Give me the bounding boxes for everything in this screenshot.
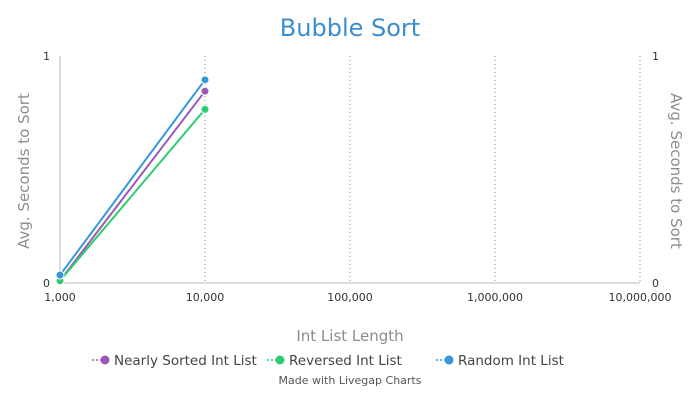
data-point[interactable]: [200, 86, 210, 96]
x-tick-label: 1,000,000: [467, 291, 523, 304]
legend-label: Random Int List: [458, 353, 564, 369]
y-tick-labels: 0 0 1 1: [43, 50, 659, 290]
legend-label: Reversed Int List: [289, 353, 402, 369]
legend-item[interactable]: Nearly Sorted Int List: [92, 353, 257, 369]
legend-label: Nearly Sorted Int List: [114, 353, 257, 369]
x-tick-label: 100,000: [327, 291, 373, 304]
series-layer: [55, 75, 210, 286]
legend-item[interactable]: Random Int List: [436, 353, 564, 369]
credit-text: Made with Livegap Charts: [279, 374, 422, 387]
series-line: [59, 108, 206, 282]
data-point[interactable]: [200, 75, 210, 85]
legend-marker: [444, 355, 454, 365]
x-tick-label: 10,000: [186, 291, 225, 304]
y-tick-label: 1: [43, 50, 50, 63]
y2-tick-label: 0: [652, 277, 659, 290]
y-axis-title: Avg. Seconds to Sort: [15, 93, 33, 249]
axes: [59, 56, 640, 284]
series-line: [59, 79, 206, 276]
legend-item[interactable]: Reversed Int List: [267, 353, 402, 369]
legend[interactable]: Nearly Sorted Int List Reversed Int List R…: [92, 353, 564, 369]
data-point[interactable]: [55, 270, 65, 280]
series-line: [59, 90, 206, 282]
data-point[interactable]: [200, 104, 210, 114]
grid-lines: [204, 56, 641, 283]
x-axis-title: Int List Length: [296, 327, 403, 345]
y-tick-label: 0: [43, 277, 50, 290]
legend-marker: [100, 355, 110, 365]
legend-marker: [275, 355, 285, 365]
chart-title: Bubble Sort: [280, 14, 420, 42]
x-tick-labels: 1,000 10,000 100,000 1,000,000 10,000,000: [44, 291, 671, 304]
x-tick-label: 10,000,000: [609, 291, 672, 304]
x-tick-label: 1,000: [44, 291, 76, 304]
y2-tick-label: 1: [652, 50, 659, 63]
y2-axis-title: Avg. Seconds to Sort: [667, 93, 685, 249]
